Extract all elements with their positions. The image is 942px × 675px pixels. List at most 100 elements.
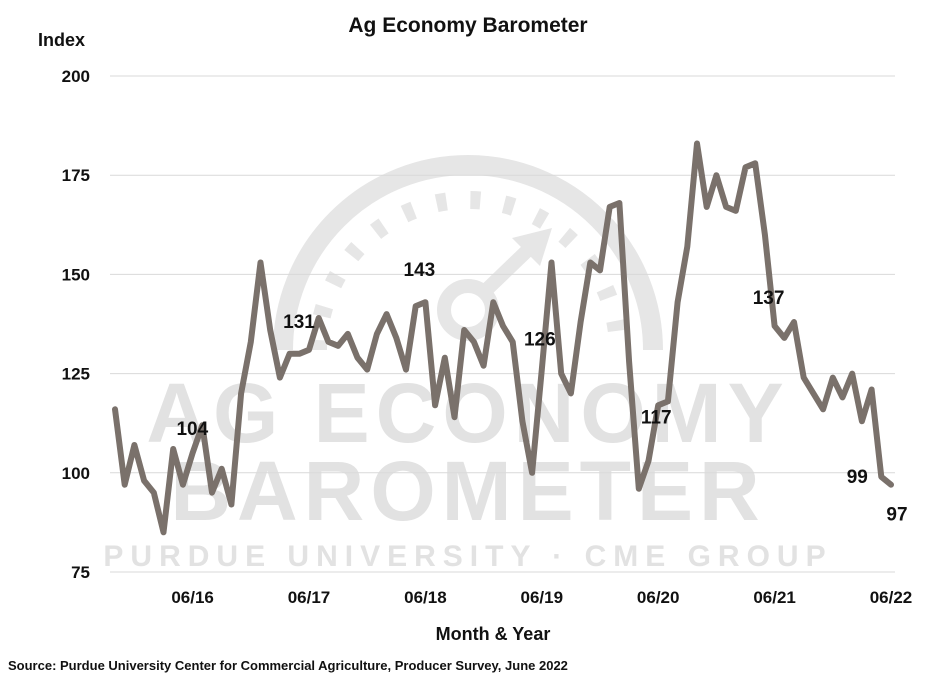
- data-point: [376, 333, 378, 335]
- data-point: [444, 357, 446, 359]
- data-point: [560, 373, 562, 375]
- data-point: [754, 162, 756, 164]
- data-point: [832, 377, 834, 379]
- data-point: [483, 365, 485, 367]
- x-tick-label: 06/21: [753, 588, 796, 607]
- data-point: [114, 408, 116, 410]
- y-tick-label: 175: [62, 166, 90, 185]
- data-point: [618, 202, 620, 204]
- data-point: [347, 333, 349, 335]
- data-label: 97: [886, 505, 907, 526]
- x-tick-label: 06/17: [288, 588, 331, 607]
- source-note: Source: Purdue University Center for Com…: [8, 658, 568, 673]
- y-axis-title: Index: [38, 30, 85, 50]
- data-point: [541, 369, 543, 371]
- data-point: [221, 468, 223, 470]
- data-point: [628, 361, 630, 363]
- data-point: [861, 420, 863, 422]
- data-point: [201, 424, 203, 426]
- data-labels: 104 131 143 126 117 137 99 97: [176, 260, 907, 526]
- x-tick-label: 06/22: [870, 588, 913, 607]
- watermark-needle-head: [512, 228, 552, 266]
- data-point: [133, 444, 135, 446]
- data-label: 99: [847, 467, 868, 488]
- x-axis-title: Month & Year: [436, 624, 551, 644]
- data-point: [124, 484, 126, 486]
- watermark-line-2: BAROMETER: [170, 444, 765, 538]
- data-point: [405, 369, 407, 371]
- data-point: [657, 404, 659, 406]
- chart-title: Ag Economy Barometer: [348, 14, 587, 37]
- data-point: [570, 392, 572, 394]
- y-axis-tick-labels: 75 100 125 150 175 200: [62, 67, 90, 582]
- data-point: [764, 234, 766, 236]
- y-tick-label: 75: [71, 563, 90, 582]
- data-label: 137: [753, 288, 785, 309]
- data-label: 104: [176, 419, 208, 440]
- data-point: [163, 531, 164, 533]
- data-point: [686, 246, 688, 248]
- data-point: [395, 337, 397, 339]
- y-tick-label: 150: [62, 265, 90, 284]
- data-point: [434, 404, 436, 406]
- data-point: [250, 341, 252, 343]
- data-point: [609, 206, 611, 208]
- data-point: [599, 269, 601, 271]
- x-tick-label: 06/18: [404, 588, 447, 607]
- data-label: 126: [524, 330, 556, 351]
- data-point: [318, 317, 320, 319]
- data-point: [473, 341, 475, 343]
- data-point: [366, 369, 368, 371]
- gridlines: [110, 75, 895, 573]
- data-point: [357, 357, 358, 359]
- data-point: [638, 488, 640, 490]
- data-point: [706, 206, 708, 208]
- data-point: [715, 174, 717, 176]
- data-point: [415, 305, 417, 307]
- x-tick-label: 06/19: [521, 588, 564, 607]
- x-tick-label: 06/20: [637, 588, 680, 607]
- data-point: [260, 261, 261, 263]
- data-point: [667, 400, 669, 402]
- data-point: [521, 420, 523, 422]
- data-point: [308, 349, 310, 351]
- data-point: [822, 408, 824, 410]
- data-point: [230, 504, 232, 506]
- data-point: [580, 321, 582, 323]
- data-point: [153, 492, 155, 494]
- data-point: [793, 321, 795, 323]
- data-point: [192, 452, 194, 454]
- barometer-watermark-logo: AG ECONOMY BAROMETER PURDUE UNIVERSITY ·…: [103, 155, 832, 573]
- watermark-line-3: PURDUE UNIVERSITY · CME GROUP: [103, 540, 832, 573]
- y-tick-label: 200: [62, 67, 90, 86]
- data-point: [424, 301, 426, 303]
- data-point: [143, 480, 145, 482]
- x-tick-label: 06/16: [171, 588, 214, 607]
- data-point: [648, 460, 649, 462]
- data-point: [337, 345, 339, 347]
- data-point: [182, 484, 184, 486]
- y-tick-label: 100: [62, 464, 90, 483]
- data-point: [783, 337, 785, 339]
- data-point: [298, 353, 300, 355]
- x-axis-tick-labels: 06/16 06/17 06/18 06/19 06/20 06/21 06/22: [171, 588, 912, 607]
- data-point: [812, 392, 814, 394]
- data-point: [871, 388, 873, 390]
- watermark-dial-ticks: [309, 191, 627, 351]
- data-label: 117: [641, 407, 672, 428]
- data-point: [327, 341, 329, 343]
- data-point: [851, 373, 853, 375]
- data-point: [725, 206, 727, 208]
- data-point: [803, 377, 805, 379]
- data-point: [890, 484, 892, 486]
- data-label: 131: [283, 312, 315, 333]
- data-point: [677, 301, 679, 303]
- watermark-line-1: AG ECONOMY: [146, 366, 789, 460]
- data-label: 143: [404, 260, 436, 281]
- data-point: [463, 329, 465, 331]
- data-point: [589, 261, 591, 263]
- data-point: [279, 377, 281, 379]
- data-point: [696, 142, 698, 144]
- data-point: [454, 416, 455, 418]
